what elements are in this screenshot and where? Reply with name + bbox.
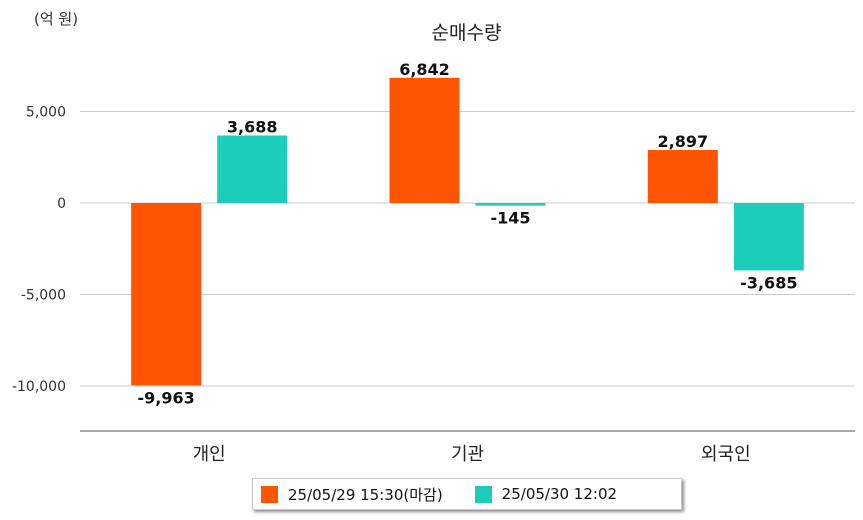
legend: 25/05/29 15:30(마감) 25/05/30 12:02 [252,478,682,510]
data-label: 2,897 [658,132,709,151]
y-tick-label: 0 [57,196,66,212]
bar [131,203,202,386]
legend-item-series-2[interactable]: 25/05/30 12:02 [474,485,618,503]
legend-swatch-series-1 [261,485,278,503]
y-tick-label: -10,000 [12,379,66,395]
x-tick-label: 외국인 [701,444,751,465]
chart-title: 순매수량 [431,22,502,44]
bar [475,203,546,206]
legend-label-series-1: 25/05/29 15:30(마감) [288,485,443,504]
y-tick-label: 5,000 [26,105,66,121]
bar [389,77,460,203]
data-label: -9,963 [138,388,195,407]
data-label: 6,842 [399,60,450,79]
bar [217,135,288,203]
x-tick-label: 기관 [451,444,484,465]
data-label: 3,688 [227,118,278,137]
y-tick-label: -5,000 [21,288,66,304]
legend-swatch-series-2 [474,485,492,503]
bar [647,149,718,203]
legend-item-series-1[interactable]: 25/05/29 15:30(마감) [261,484,443,505]
data-label: -145 [490,209,530,228]
data-label: -3,685 [740,273,797,292]
x-tick-label: 개인 [193,444,226,465]
unit-label: (억 원) [34,10,79,28]
bar [733,203,804,271]
legend-label-series-2: 25/05/30 12:02 [501,485,618,503]
